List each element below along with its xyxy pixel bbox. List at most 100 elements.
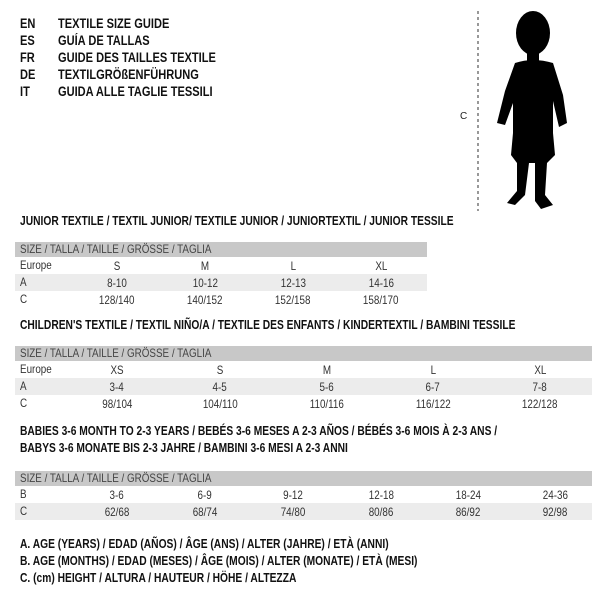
child-silhouette-icon bbox=[497, 11, 567, 209]
table-row: Europe S M L XL bbox=[15, 257, 427, 274]
table-cell: 7-8 bbox=[500, 380, 580, 394]
cell-value: 98/104 bbox=[101, 397, 133, 411]
table-row: C 62/68 68/74 74/80 80/86 86/92 92/98 bbox=[15, 503, 592, 520]
table-cell: 12-13 bbox=[253, 276, 333, 290]
cell-value: 24-36 bbox=[542, 488, 568, 502]
table-cell: 24-36 bbox=[515, 488, 595, 502]
table-cell: 98/104 bbox=[77, 397, 157, 411]
table-cell: 128/140 bbox=[77, 293, 157, 307]
cell-value: 140/152 bbox=[187, 293, 223, 307]
table-cell: 9-12 bbox=[253, 488, 333, 502]
cell-value: XL bbox=[374, 259, 388, 273]
cell-value: M bbox=[322, 363, 332, 377]
cell-value: L bbox=[290, 259, 296, 273]
table-row: Europe XS S M L XL bbox=[15, 361, 592, 378]
cell-value: 122/128 bbox=[522, 397, 558, 411]
table-cell: XL bbox=[500, 363, 580, 377]
cell-value: 6-7 bbox=[425, 380, 441, 394]
cell-value: 12-18 bbox=[368, 488, 394, 502]
cell-value: 80/86 bbox=[368, 505, 394, 519]
cell-value: 4-5 bbox=[212, 380, 228, 394]
size-header-bar: SIZE / TALLA / TAILLE / GRÖSSE / TAGLIA bbox=[15, 471, 592, 486]
table-row: C 98/104 104/110 110/116 116/122 122/128 bbox=[15, 395, 592, 412]
cell-value: S bbox=[216, 363, 224, 377]
cell-value: S bbox=[113, 259, 121, 273]
table-cell: S bbox=[180, 363, 260, 377]
cell-value: 110/116 bbox=[309, 397, 345, 411]
cell-value: 12-13 bbox=[280, 276, 306, 290]
child-height-figure: C bbox=[455, 5, 585, 220]
table-cell: 104/110 bbox=[180, 397, 260, 411]
table-cell: 80/86 bbox=[341, 505, 421, 519]
table-cell: 12-18 bbox=[341, 488, 421, 502]
table-cell: 86/92 bbox=[428, 505, 508, 519]
cell-value: 10-12 bbox=[192, 276, 218, 290]
table-cell: 110/116 bbox=[287, 397, 367, 411]
cell-value: L bbox=[430, 363, 436, 377]
table-cell: 3-6 bbox=[77, 488, 157, 502]
cell-value: 92/98 bbox=[542, 505, 568, 519]
cell-value: 14-16 bbox=[368, 276, 394, 290]
babies-section-title-line2: BABYS 3-6 MONATE BIS 2-3 JAHRE / BAMBINI… bbox=[20, 441, 348, 455]
table-row: A 8-10 10-12 12-13 14-16 bbox=[15, 274, 427, 291]
legend-item-a: A. AGE (YEARS) / EDAD (AÑOS) / ÂGE (ANS)… bbox=[20, 537, 389, 551]
table-cell: XS bbox=[77, 363, 157, 377]
table-row: A 3-4 4-5 5-6 6-7 7-8 bbox=[15, 378, 592, 395]
table-cell: M bbox=[165, 259, 245, 273]
cell-value: 116/122 bbox=[415, 397, 451, 411]
size-header-bar: SIZE / TALLA / TAILLE / GRÖSSE / TAGLIA bbox=[15, 346, 592, 361]
cell-value: 68/74 bbox=[192, 505, 218, 519]
cell-value: XL bbox=[533, 363, 547, 377]
table-cell: 116/122 bbox=[393, 397, 473, 411]
table-cell: 92/98 bbox=[515, 505, 595, 519]
legend-item-c: C. (cm) HEIGHT / ALTURA / HAUTEUR / HÖHE… bbox=[20, 571, 297, 585]
table-cell: 4-5 bbox=[180, 380, 260, 394]
table-cell: 122/128 bbox=[500, 397, 580, 411]
table-cell: 62/68 bbox=[77, 505, 157, 519]
cell-value: 158/170 bbox=[363, 293, 399, 307]
table-cell: L bbox=[393, 363, 473, 377]
table-cell: 6-7 bbox=[393, 380, 473, 394]
cell-value: 8-10 bbox=[107, 276, 127, 290]
table-cell: 74/80 bbox=[253, 505, 333, 519]
cell-value: 3-4 bbox=[109, 380, 125, 394]
children-section-title: CHILDREN'S TEXTILE / TEXTIL NIÑO/A / TEX… bbox=[20, 318, 516, 332]
junior-section-title: JUNIOR TEXTILE / TEXTIL JUNIOR/ TEXTILE … bbox=[20, 214, 454, 228]
legend-item-b: B. AGE (MONTHS) / EDAD (MESES) / ÂGE (MO… bbox=[20, 554, 418, 568]
cell-value: M bbox=[200, 259, 210, 273]
cell-value: 6-9 bbox=[197, 488, 213, 502]
table-cell: S bbox=[77, 259, 157, 273]
size-header-bar: SIZE / TALLA / TAILLE / GRÖSSE / TAGLIA bbox=[15, 242, 427, 257]
cell-value: XS bbox=[110, 363, 124, 377]
table-cell: 18-24 bbox=[428, 488, 508, 502]
table-cell: M bbox=[287, 363, 367, 377]
table-cell: 10-12 bbox=[165, 276, 245, 290]
cell-value: 104/110 bbox=[202, 397, 238, 411]
babies-section-title-line1: BABIES 3-6 MONTH TO 2-3 YEARS / BEBÉS 3-… bbox=[20, 424, 498, 438]
table-cell: 68/74 bbox=[165, 505, 245, 519]
cell-value: 5-6 bbox=[319, 380, 335, 394]
cell-value: 7-8 bbox=[532, 380, 548, 394]
cell-value: 152/158 bbox=[275, 293, 311, 307]
table-cell: 152/158 bbox=[253, 293, 333, 307]
cell-value: 86/92 bbox=[455, 505, 481, 519]
table-cell: 158/170 bbox=[341, 293, 421, 307]
height-label: C bbox=[460, 111, 467, 122]
table-cell: 14-16 bbox=[341, 276, 421, 290]
table-cell: 140/152 bbox=[165, 293, 245, 307]
cell-value: 128/140 bbox=[99, 293, 135, 307]
table-cell: XL bbox=[341, 259, 421, 273]
table-row: C 128/140 140/152 152/158 158/170 bbox=[15, 291, 427, 308]
cell-value: 74/80 bbox=[280, 505, 306, 519]
cell-value: 3-6 bbox=[109, 488, 125, 502]
table-cell: 3-4 bbox=[77, 380, 157, 394]
table-cell: L bbox=[253, 259, 333, 273]
table-cell: 5-6 bbox=[287, 380, 367, 394]
cell-value: 62/68 bbox=[104, 505, 130, 519]
table-row: B 3-6 6-9 9-12 12-18 18-24 24-36 bbox=[15, 486, 592, 503]
table-cell: 8-10 bbox=[77, 276, 157, 290]
table-cell: 6-9 bbox=[165, 488, 245, 502]
cell-value: 9-12 bbox=[283, 488, 303, 502]
cell-value: 18-24 bbox=[455, 488, 481, 502]
